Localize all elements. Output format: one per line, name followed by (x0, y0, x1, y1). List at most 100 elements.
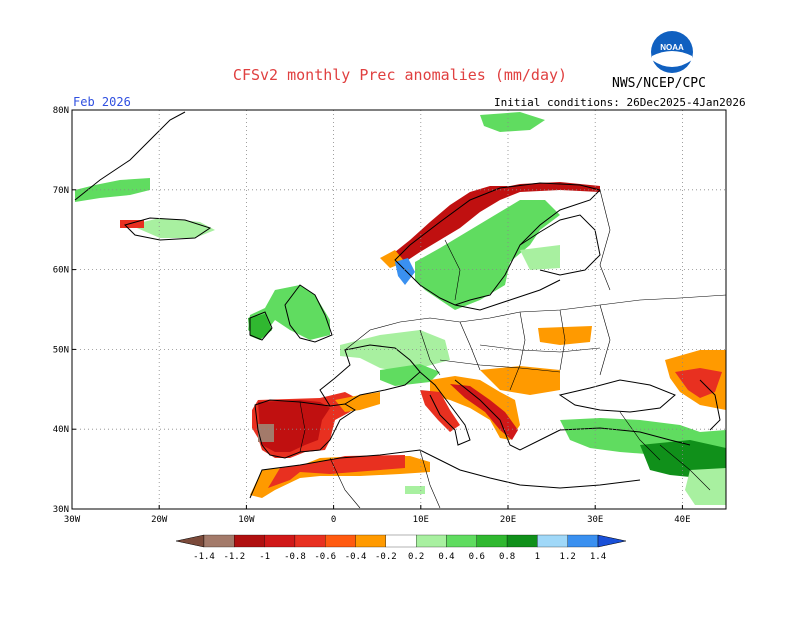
agency-label: NWS/NCEP/CPC (612, 76, 706, 91)
anomaly-portugal-brown (258, 424, 274, 442)
legend-label: -0.8 (284, 552, 306, 562)
legend-box (234, 534, 265, 548)
coast-greenland (74, 111, 186, 201)
border-4 (509, 311, 526, 391)
legend-label: -1 (259, 552, 270, 562)
anomaly-ireland-wet (248, 314, 272, 340)
border-1 (344, 294, 727, 351)
legend-box (203, 534, 235, 548)
legend-box (446, 534, 477, 548)
latitude-labels: 80N 70N 60N 50N 40N 30N (53, 106, 76, 515)
legend-box (537, 534, 568, 548)
latitude-label: 80N (53, 106, 69, 116)
latitude-label: 40N (53, 425, 69, 435)
legend-box (385, 534, 417, 548)
logo-text: NOAA (660, 43, 684, 52)
coast-caspian (699, 379, 721, 431)
coast-iceland (124, 217, 212, 241)
legend-label: -0.2 (375, 552, 397, 562)
latitude-label: 70N (53, 186, 69, 196)
border-3 (459, 321, 481, 371)
border-14 (619, 411, 661, 461)
legend-label: 1.4 (590, 552, 606, 562)
legend-box (416, 534, 447, 548)
anomaly-adriatic-dry (450, 384, 518, 440)
legend-label: 1 (535, 552, 540, 562)
coast-balkans (454, 379, 561, 451)
coast-black-sea (558, 379, 676, 413)
latitude-label: 50N (53, 345, 69, 355)
border-2 (419, 329, 441, 376)
legend-label: -0.6 (314, 552, 336, 562)
anomaly-middle-east-light (685, 468, 726, 505)
anomaly-iberia-core (258, 400, 330, 452)
anomaly-alps-wet (380, 364, 440, 386)
legend-box (355, 534, 386, 548)
legend-label: -0.4 (345, 552, 367, 562)
anomaly-scandinavia-wet (415, 200, 560, 310)
legend-label: 0.2 (408, 552, 424, 562)
border-5 (559, 309, 566, 371)
coast-italy (419, 371, 471, 446)
coast-iberia (254, 399, 356, 459)
border-15 (659, 444, 711, 491)
legend-box (325, 534, 356, 548)
legend-arrow-low (175, 534, 205, 548)
longitude-label: 0 (331, 515, 336, 525)
anomaly-middle-east-wet (640, 440, 726, 478)
map-frame (71, 109, 727, 510)
initial-conditions-label: Initial conditions: 26Dec2025-4Jan2026 (494, 96, 746, 109)
chart-title: CFSv2 monthly Prec anomalies (mm/day) (232, 66, 568, 84)
border-13 (419, 449, 441, 509)
coast-baltic (454, 279, 561, 311)
legend-label: 0.6 (469, 552, 485, 562)
longitude-label: 10E (413, 515, 429, 525)
legend-box (506, 534, 538, 548)
anomaly-arctic-wet (480, 112, 545, 132)
map-gridlines (72, 110, 726, 509)
legend-label: -1.2 (223, 552, 245, 562)
anomaly-scandinavia-light (520, 245, 560, 270)
longitude-label: 40E (674, 515, 690, 525)
anomaly-norway-coast-dry (395, 182, 600, 262)
longitude-label: 20E (500, 515, 516, 525)
legend-label: 1.2 (560, 552, 576, 562)
legend-label: 0.4 (438, 552, 454, 562)
legend-box (476, 534, 508, 548)
legend-boxes (175, 534, 627, 548)
anomaly-ukraine-orange (538, 326, 592, 345)
border-11 (299, 401, 306, 453)
legend-label: 0.8 (499, 552, 515, 562)
anomaly-iceland-dry (120, 220, 144, 228)
anomaly-central-europe-wet (340, 330, 450, 372)
noaa-logo: NOAA (651, 31, 693, 73)
longitude-labels: 30W 20W 10W 0 10E 20E 30E 40E (64, 505, 691, 525)
anomaly-spain-coast-orange (335, 392, 380, 412)
legend-arrow-high (597, 534, 627, 548)
anomaly-eastern-europe-orange (480, 366, 560, 395)
longitude-label: 20W (151, 515, 168, 525)
legend-box (264, 534, 296, 548)
country-borders (299, 189, 727, 509)
border-6 (599, 304, 611, 376)
legend-label: -1.4 (193, 552, 215, 562)
border-10 (479, 344, 601, 353)
month-label: Feb 2026 (73, 95, 131, 109)
border-12 (329, 457, 361, 509)
longitude-label: 10W (238, 515, 255, 525)
coast-ireland (249, 311, 273, 341)
anomaly-italy-dry (420, 390, 460, 432)
border-7 (439, 359, 561, 373)
longitude-label: 30E (587, 515, 603, 525)
longitude-label: 30W (64, 515, 81, 525)
latitude-label: 60N (53, 266, 69, 276)
coast-turkey (559, 427, 691, 446)
anomaly-algeria-wet (405, 486, 425, 494)
legend-box (294, 534, 326, 548)
coast-africa (249, 449, 641, 499)
legend-labels: -1.4 -1.2 -1 -0.8 -0.6 -0.4 -0.2 0.2 0.4 0.6 0.8 1 1… (193, 552, 606, 562)
coast-britain (284, 284, 333, 343)
border-8 (599, 189, 611, 291)
